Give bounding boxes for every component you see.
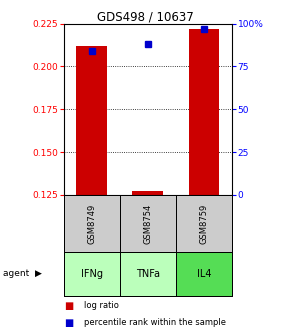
- Bar: [133, 192, 163, 195]
- Text: percentile rank within the sample: percentile rank within the sample: [84, 318, 226, 327]
- Bar: [188, 29, 219, 195]
- Bar: [120, 195, 176, 252]
- Bar: [64, 252, 120, 296]
- Text: log ratio: log ratio: [84, 301, 119, 310]
- Text: GSM8759: GSM8759: [200, 203, 209, 244]
- Text: IL4: IL4: [197, 269, 211, 279]
- Text: agent  ▶: agent ▶: [3, 269, 42, 278]
- Bar: [176, 195, 232, 252]
- Bar: [120, 252, 176, 296]
- Text: GSM8754: GSM8754: [143, 203, 153, 244]
- Text: ■: ■: [64, 301, 73, 311]
- Text: GSM8749: GSM8749: [87, 203, 96, 244]
- Text: GDS498 / 10637: GDS498 / 10637: [97, 10, 193, 23]
- Bar: [76, 46, 107, 195]
- Bar: [64, 195, 120, 252]
- Bar: [176, 252, 232, 296]
- Text: ■: ■: [64, 318, 73, 328]
- Text: IFNg: IFNg: [81, 269, 103, 279]
- Text: TNFa: TNFa: [136, 269, 160, 279]
